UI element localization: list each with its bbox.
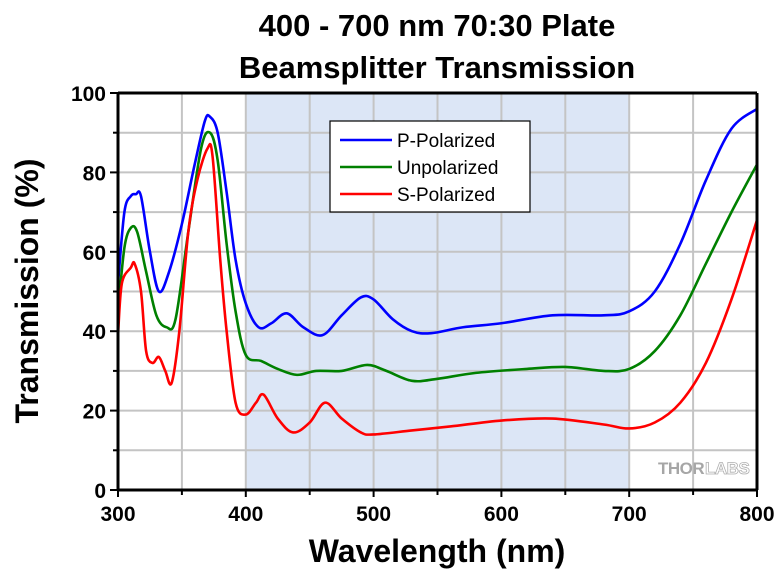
series-lines: [116, 107, 759, 436]
watermark-labs: LABS: [705, 459, 749, 478]
tick-labels: 300 400 500 600 700 800 0 20 40 60 80 100: [71, 83, 775, 526]
x-axis-label: Wavelength (nm): [309, 533, 566, 569]
x-tick-label: 600: [484, 503, 519, 526]
x-tick-label: 800: [739, 503, 774, 526]
x-tick-label: 500: [356, 503, 391, 526]
grid-lines: [118, 93, 757, 490]
watermark-thor: THOR: [658, 459, 704, 478]
series-line-unpolarized: [116, 130, 759, 383]
y-tick-label: 40: [83, 321, 106, 344]
chart-title: 400 - 700 nm 70:30 Plate Beamsplitter Tr…: [239, 8, 635, 85]
y-tick-label: 20: [83, 401, 106, 424]
legend: P-Polarized Unpolarized S-Polarized: [329, 120, 531, 213]
x-tick-label: 300: [100, 503, 135, 526]
y-tick-label: 60: [83, 242, 106, 265]
y-tick-label: 100: [71, 83, 106, 106]
x-tick-label: 400: [228, 503, 263, 526]
y-axis-label: Transmission (%): [9, 159, 45, 424]
chart-title-line-1: 400 - 700 nm 70:30 Plate: [259, 8, 616, 43]
legend-label-p-polarized: P-Polarized: [397, 131, 495, 152]
legend-label-unpolarized: Unpolarized: [397, 158, 498, 179]
series-line-p-polarized: [116, 107, 758, 337]
x-tick-label: 700: [612, 503, 647, 526]
thorlabs-watermark: THOR LABS: [658, 459, 750, 479]
y-tick-label: 0: [94, 480, 106, 503]
chart-title-line-2: Beamsplitter Transmission: [239, 50, 635, 85]
legend-label-s-polarized: S-Polarized: [397, 185, 495, 206]
series-line-s-polarized: [116, 142, 759, 436]
y-tick-label: 80: [83, 162, 106, 185]
